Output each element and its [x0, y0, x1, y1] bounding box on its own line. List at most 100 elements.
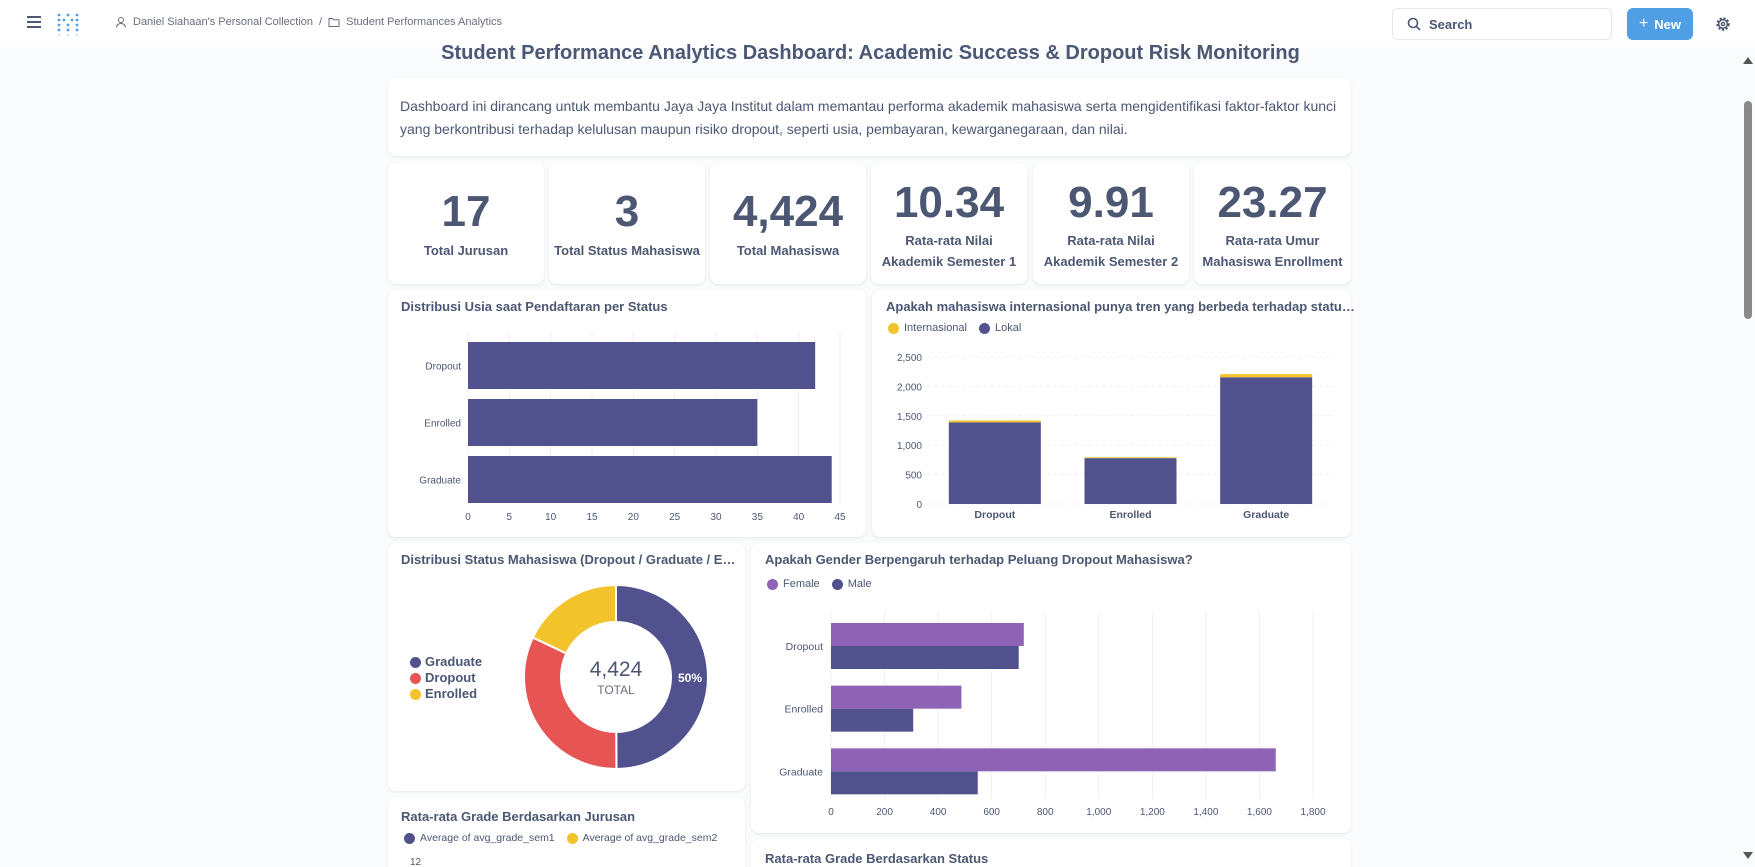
legend-item-sem1[interactable]: Average of avg_grade_sem1 — [404, 832, 555, 844]
bar-segment — [1220, 377, 1313, 504]
kpi-avg-sem2[interactable]: 9.91 Rata-rata Nilai Akademik Semester 2 — [1033, 163, 1189, 284]
legend-item-enrolled[interactable]: Enrolled — [410, 686, 482, 702]
metabase-logo-icon[interactable] — [56, 12, 80, 36]
x-tick-label: 1,400 — [1193, 807, 1218, 818]
age-distribution-chart: 0 5 10 15 20 25 30 35 40 45 Dropout Enrolled Graduat… — [419, 332, 846, 523]
international-trend-chart: 0 500 1,000 1,500 2,000 2,500 Dropout Enrolled G… — [897, 353, 1334, 521]
scroll-down-arrow-icon[interactable] — [1743, 852, 1753, 859]
legend-dot — [979, 322, 990, 334]
status-distribution-card[interactable]: Distribusi Status Mahasiswa (Dropout / G… — [388, 543, 745, 791]
donut-slice — [615, 583, 709, 771]
grade-by-major-card[interactable]: Rata-rata Grade Berdasarkan Jurusan Aver… — [388, 797, 745, 867]
y-tick-label: Dropout — [786, 641, 823, 653]
legend-item-female[interactable]: Female — [767, 578, 820, 590]
legend-item-dropout[interactable]: Dropout — [410, 670, 482, 686]
search-icon — [1407, 17, 1421, 31]
breadcrumb-separator: / — [319, 16, 323, 28]
menu-icon[interactable] — [27, 16, 41, 28]
legend-item-sem2[interactable]: Average of avg_grade_sem2 — [566, 832, 717, 844]
chart-title[interactable]: Rata-rata Grade Berdasarkan Status — [765, 851, 989, 866]
breadcrumb-personal-collection[interactable]: Daniel Siahaan's Personal Collection — [133, 16, 314, 28]
legend-item-lokal[interactable]: Lokal — [979, 322, 1021, 334]
legend-item-graduate[interactable]: Graduate — [410, 654, 482, 670]
kpi-label-line2: Mahasiswa Enrollment — [1202, 254, 1343, 269]
legend-label: Enrolled — [425, 686, 478, 701]
y-tick-label: 2,500 — [897, 353, 922, 364]
scrollbar[interactable] — [1741, 47, 1755, 867]
donut-total-label: TOTAL — [597, 683, 635, 697]
kpi-value: 23.27 — [1217, 178, 1328, 227]
bar — [831, 685, 962, 709]
bar — [468, 399, 758, 446]
kpi-label: Total Mahasiswa — [736, 243, 840, 258]
x-tick-label: 0 — [828, 807, 834, 818]
x-tick-label: 200 — [876, 807, 893, 818]
search-input[interactable]: Search — [1392, 8, 1612, 40]
x-tick-label: 1,200 — [1140, 807, 1165, 818]
grade-by-status-card[interactable]: Rata-rata Grade Berdasarkan Status — [751, 839, 1351, 867]
legend-dot — [831, 578, 843, 590]
legend-dot — [410, 656, 421, 668]
legend-dot — [410, 672, 421, 684]
international-trend-card[interactable]: Apakah mahasiswa internasional punya tre… — [872, 290, 1355, 537]
legend-label: Dropout — [425, 670, 476, 685]
bar — [831, 748, 1276, 772]
legend-dot — [404, 832, 415, 844]
kpi-total-status[interactable]: 3 Total Status Mahasiswa — [549, 163, 705, 284]
chart-title[interactable]: Apakah Gender Berpengaruh terhadap Pelua… — [765, 552, 1193, 567]
x-tick-label: 5 — [507, 512, 513, 523]
chart-legend: Internasional Lokal — [888, 322, 1021, 334]
person-icon — [116, 17, 126, 28]
legend-label: Internasional — [904, 322, 967, 334]
legend-dot — [888, 322, 899, 334]
chart-legend: Graduate Dropout Enrolled — [410, 654, 482, 702]
bar-segment — [1084, 457, 1177, 459]
x-tick-label: 40 — [793, 512, 805, 523]
y-tick-label: 500 — [905, 471, 922, 482]
x-tick-label: Enrolled — [1109, 509, 1151, 521]
breadcrumb: Daniel Siahaan's Personal Collection / S… — [115, 16, 502, 28]
new-button[interactable]: + New — [1627, 8, 1693, 40]
x-tick-label: 0 — [465, 512, 471, 523]
legend-dot — [410, 688, 421, 700]
kpi-label-line1: Rata-rata Umur — [1225, 233, 1320, 248]
status-donut-chart: 4,424 TOTAL 50% — [523, 583, 709, 771]
chart-title[interactable]: Apakah mahasiswa internasional punya tre… — [886, 299, 1355, 314]
age-distribution-card[interactable]: Distribusi Usia saat Pendaftaran per Sta… — [388, 290, 866, 537]
gender-dropout-card[interactable]: Apakah Gender Berpengaruh terhadap Pelua… — [751, 543, 1351, 833]
kpi-avg-age[interactable]: 23.27 Rata-rata Umur Mahasiswa Enrollmen… — [1194, 163, 1351, 284]
donut-total-value: 4,424 — [590, 658, 643, 681]
slice-percent-label: 50% — [678, 671, 702, 685]
chart-title[interactable]: Distribusi Usia saat Pendaftaran per Sta… — [401, 299, 668, 314]
x-tick-label: 30 — [710, 512, 722, 523]
search-label: Search — [1429, 16, 1473, 32]
kpi-value: 3 — [614, 187, 640, 236]
kpi-label-line1: Rata-rata Nilai — [905, 233, 993, 248]
kpi-avg-sem1[interactable]: 10.34 Rata-rata Nilai Akademik Semester … — [871, 163, 1027, 284]
legend-item-male[interactable]: Male — [831, 578, 872, 590]
kpi-total-mahasiswa[interactable]: 4,424 Total Mahasiswa — [710, 163, 866, 284]
x-tick-label: 400 — [930, 807, 947, 818]
chart-title[interactable]: Distribusi Status Mahasiswa (Dropout / G… — [401, 552, 736, 567]
donut-slice — [523, 636, 618, 770]
legend-item-internasional[interactable]: Internasional — [888, 322, 967, 334]
gender-dropout-chart: 0 200 400 600 800 1,000 1,200 1,400 1,600 1,800 Dr… — [779, 611, 1326, 818]
y-tick-label: 1,000 — [897, 441, 922, 452]
x-tick-label: Dropout — [974, 509, 1015, 521]
kpi-label: Total Jurusan — [423, 243, 509, 258]
x-tick-label: 600 — [983, 807, 1000, 818]
donut-slice — [531, 583, 617, 655]
scroll-up-arrow-icon[interactable] — [1743, 57, 1753, 64]
kpi-value: 9.91 — [1068, 178, 1154, 227]
y-tick-label: 1,500 — [897, 412, 922, 423]
legend-dot — [767, 578, 778, 590]
y-tick-label: 12 — [410, 857, 422, 867]
intro-text-card: Dashboard ini dirancang untuk membantu J… — [388, 78, 1351, 156]
breadcrumb-collection[interactable]: Student Performances Analytics — [346, 16, 503, 28]
x-tick-label: 1,800 — [1300, 807, 1325, 818]
gear-icon[interactable] — [1714, 15, 1732, 33]
kpi-total-jurusan[interactable]: 17 Total Jurusan — [388, 163, 544, 284]
scroll-thumb[interactable] — [1744, 101, 1752, 319]
y-tick-label: 0 — [916, 500, 922, 511]
chart-title[interactable]: Rata-rata Grade Berdasarkan Jurusan — [401, 809, 636, 824]
